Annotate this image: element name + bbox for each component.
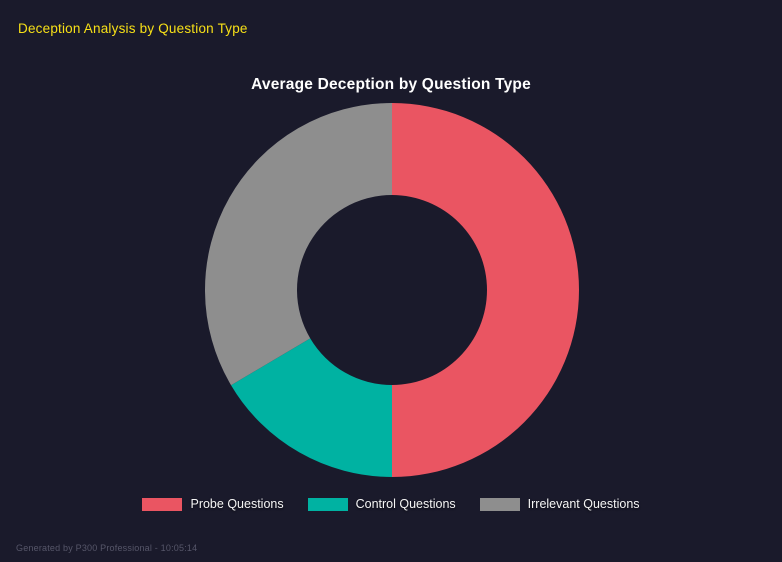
footer-status: Generated by P300 Professional - 10:05:1… [16,543,198,553]
legend-label-irrelevant: Irrelevant Questions [527,497,640,511]
page-header: Deception Analysis by Question Type [18,21,248,36]
legend-item-probe[interactable]: Probe Questions [142,497,284,511]
legend-label-control: Control Questions [355,497,456,511]
legend-item-control[interactable]: Control Questions [307,497,456,511]
legend-swatch-control [307,497,348,511]
donut-chart [204,103,579,477]
legend-item-irrelevant[interactable]: Irrelevant Questions [479,497,640,511]
donut-segment-3[interactable] [204,103,392,386]
legend-swatch-probe [142,497,183,511]
donut-segment-1[interactable] [392,103,579,477]
legend-label-probe: Probe Questions [190,497,284,511]
legend-swatch-irrelevant [479,497,520,511]
chart-title: Average Deception by Question Type [251,76,531,93]
donut-segment-2[interactable] [231,338,392,477]
chart-legend: Probe Questions Control Questions Irrele… [0,497,782,511]
